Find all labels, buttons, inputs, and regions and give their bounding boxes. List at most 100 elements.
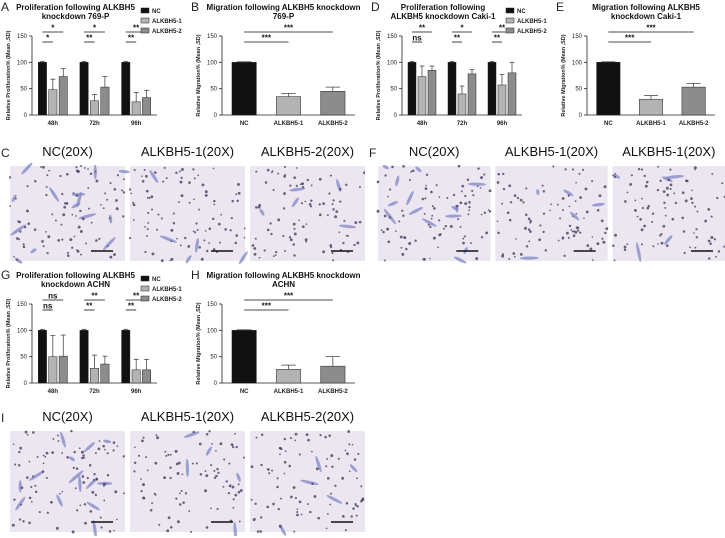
x-tick-label: NC bbox=[240, 121, 249, 127]
pore bbox=[480, 176, 484, 180]
x-tick-label: 96h bbox=[131, 121, 142, 127]
pore bbox=[50, 500, 53, 504]
pore bbox=[330, 454, 334, 458]
pore bbox=[388, 216, 391, 219]
pore bbox=[22, 520, 25, 523]
cell-body bbox=[662, 176, 673, 182]
pore bbox=[329, 244, 333, 247]
pore bbox=[563, 254, 566, 257]
chart-title: Migration following ALKBH5 knockdown 769… bbox=[206, 3, 361, 21]
pore bbox=[665, 186, 669, 190]
pore bbox=[466, 178, 470, 181]
pore bbox=[354, 221, 358, 225]
cell-body bbox=[349, 464, 358, 473]
pore bbox=[401, 209, 404, 212]
pore bbox=[45, 476, 48, 479]
pore bbox=[508, 184, 512, 188]
pore bbox=[345, 234, 348, 237]
pore bbox=[147, 211, 150, 215]
pore bbox=[444, 224, 448, 228]
pore bbox=[254, 237, 257, 240]
pore bbox=[104, 192, 107, 195]
pore bbox=[669, 183, 673, 187]
pore bbox=[172, 212, 175, 215]
pore bbox=[669, 187, 672, 190]
error-bar bbox=[81, 60, 87, 63]
micrographs bbox=[10, 429, 365, 536]
pore bbox=[430, 190, 433, 194]
pore bbox=[86, 476, 89, 480]
pore bbox=[408, 241, 412, 245]
bar bbox=[457, 93, 467, 116]
error-bar bbox=[92, 94, 97, 101]
cell-body bbox=[29, 470, 45, 481]
cell-body bbox=[69, 456, 75, 462]
pore bbox=[339, 187, 342, 191]
pore bbox=[538, 238, 542, 242]
bar bbox=[681, 86, 706, 116]
pore bbox=[205, 526, 209, 529]
pore bbox=[571, 168, 575, 171]
pore bbox=[216, 507, 219, 511]
cell-body bbox=[78, 475, 82, 493]
chart-panel: 0 50 100 150 Relative Proliferation% (Mean ,… bbox=[0, 268, 185, 403]
pore bbox=[252, 518, 256, 522]
pore bbox=[146, 469, 149, 472]
error-bar bbox=[123, 328, 129, 331]
pore bbox=[59, 174, 62, 178]
pore bbox=[578, 172, 581, 175]
pore bbox=[271, 170, 274, 173]
pore bbox=[17, 220, 20, 223]
pore bbox=[472, 194, 475, 197]
chart-title: Proliferation following ALKBH5 knockdown… bbox=[16, 3, 135, 21]
pore bbox=[623, 248, 627, 252]
pore bbox=[305, 223, 308, 225]
pore bbox=[231, 199, 234, 203]
pore bbox=[77, 225, 81, 229]
pore bbox=[403, 236, 406, 239]
pore bbox=[308, 203, 312, 206]
cell-body bbox=[289, 187, 306, 192]
micrographs bbox=[8, 162, 365, 265]
significance-label: *** bbox=[646, 24, 656, 33]
pore bbox=[259, 530, 263, 533]
pore bbox=[81, 217, 85, 221]
pore bbox=[71, 246, 74, 249]
pore bbox=[212, 248, 216, 251]
pore bbox=[721, 182, 724, 185]
pore bbox=[164, 450, 167, 453]
pore bbox=[206, 249, 209, 253]
pore bbox=[236, 182, 240, 186]
pore bbox=[332, 208, 335, 211]
pore bbox=[170, 228, 174, 232]
y-tick-label: 50 bbox=[390, 87, 397, 93]
pore bbox=[346, 452, 349, 456]
pore bbox=[229, 229, 232, 232]
pore bbox=[666, 193, 670, 197]
pore bbox=[271, 469, 274, 472]
y-tick-label: 0 bbox=[214, 113, 218, 119]
pore bbox=[662, 190, 666, 194]
pore bbox=[182, 501, 185, 504]
pore bbox=[75, 169, 79, 173]
significance-label: *** bbox=[625, 34, 635, 43]
chart-panel: 0 50 100 150 Relative Migration% (Mean ,SD) N… bbox=[190, 0, 365, 135]
pore bbox=[284, 249, 287, 252]
pore bbox=[681, 216, 684, 220]
pore bbox=[146, 235, 148, 238]
error-bar bbox=[429, 65, 435, 71]
y-tick-label: 0 bbox=[394, 113, 398, 119]
pore bbox=[219, 241, 222, 244]
pore bbox=[512, 252, 516, 255]
chart: 0 50 100 150 Relative Proliferation% (Mean ,… bbox=[6, 275, 182, 395]
pore bbox=[483, 211, 487, 214]
cell-body bbox=[21, 162, 33, 175]
pore bbox=[529, 230, 532, 233]
pore bbox=[103, 499, 106, 502]
pore bbox=[277, 172, 280, 175]
pore bbox=[591, 259, 594, 262]
pore bbox=[14, 197, 17, 200]
pore bbox=[460, 190, 463, 193]
pore bbox=[73, 235, 76, 238]
pore bbox=[219, 442, 223, 446]
